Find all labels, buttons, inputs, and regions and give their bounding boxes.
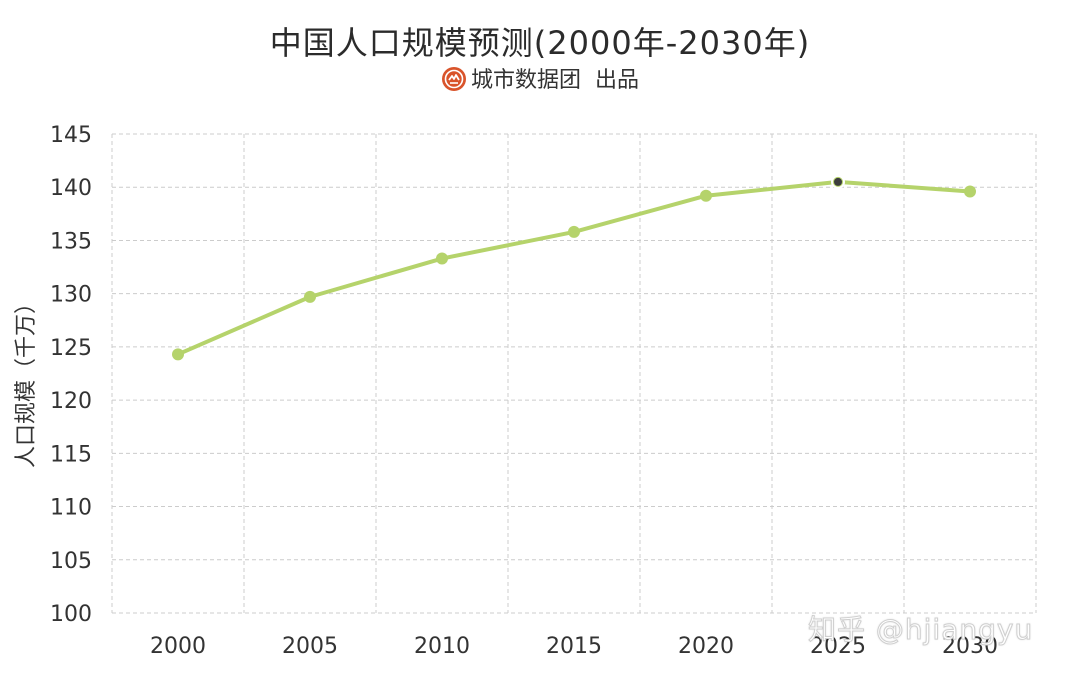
axes: 100 105 110 115 120 125 130 135 140 145 2000 2005 20… — [50, 123, 998, 659]
source-suffix: 出品 — [595, 68, 640, 93]
x-tick-label: 2000 — [150, 634, 206, 659]
y-tick-label: 130 — [50, 283, 92, 308]
y-tick-label: 100 — [50, 602, 92, 627]
x-tick-label: 2025 — [810, 634, 866, 659]
series-line — [176, 179, 972, 357]
watermark: 知乎 @hjiangyu — [807, 613, 1034, 647]
grid — [111, 133, 1037, 614]
y-tick-label: 135 — [50, 229, 92, 254]
chart-title: 中国人口规模预测(2000年-2030年) — [269, 24, 811, 62]
x-tick-label: 2030 — [942, 634, 998, 659]
y-tick-label: 105 — [50, 549, 92, 574]
x-tick-label: 2020 — [678, 634, 734, 659]
x-tick-label: 2015 — [546, 634, 602, 659]
series — [172, 174, 976, 361]
source-line: 城市数据团 出品 — [0, 62, 1080, 94]
data-point-highlight — [834, 177, 842, 186]
data-point — [700, 189, 712, 202]
x-tick-label: 2010 — [414, 634, 470, 659]
y-tick-label: 110 — [50, 496, 92, 521]
y-tick-label: 120 — [50, 389, 92, 414]
data-point — [964, 185, 976, 198]
data-point — [568, 225, 580, 238]
data-point — [172, 348, 184, 361]
y-tick-label: 125 — [50, 336, 92, 361]
data-point — [436, 252, 448, 265]
y-tick-label: 140 — [50, 176, 92, 201]
city-data-group-logo-icon — [441, 67, 466, 91]
x-tick-label: 2005 — [282, 634, 338, 659]
y-tick-label: 115 — [50, 442, 92, 467]
data-point — [304, 290, 316, 303]
source-org: 城市数据团 — [470, 68, 581, 93]
y-axis-label: 人口规模（千万） — [14, 292, 39, 468]
y-tick-label: 145 — [50, 123, 92, 148]
